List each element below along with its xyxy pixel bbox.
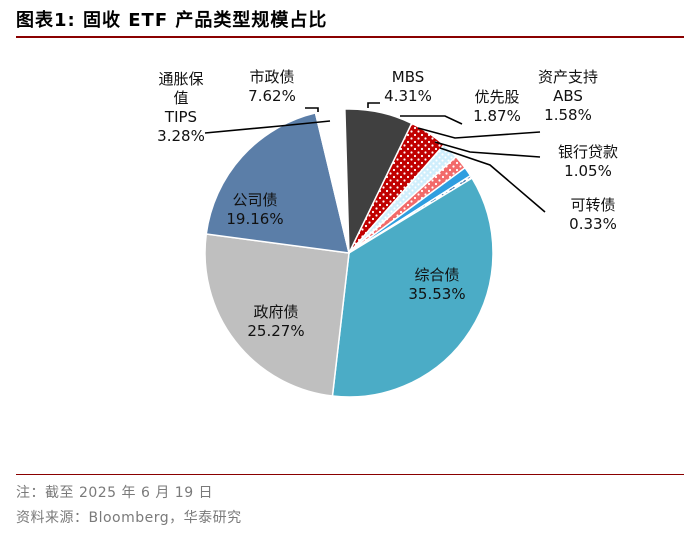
leader-line-8 [204,120,331,134]
data-label-7: 公司债 19.16% [226,191,283,228]
data-labels: MBS 4.31% 优先股 1.87% 资产支持 ABS 1.58% 银行贷款 1.05% 可转债… [157,68,618,340]
footnote: 注：截至 2025 年 6 月 19 日 [16,485,214,501]
pie-slice-7 [205,112,350,254]
leader-line-0 [367,102,380,108]
leader-line-9 [305,107,319,112]
pie-slice-9 [344,108,413,254]
data-label-8: 通胀保值 TIPS 3.28% [157,70,205,145]
leader-line-4 [439,147,546,213]
pie-slice-6 [204,233,350,397]
data-label-1: 优先股 1.87% [473,88,521,125]
pie-slice-pattern-0 [349,123,445,253]
pie-slice-5 [331,177,494,398]
source-note: 资料来源：Bloomberg，华泰研究 [16,510,242,526]
data-label-2: 资产支持 ABS 1.58% [538,68,598,124]
pie-slice-pattern-2 [349,156,466,253]
pie-slices [204,108,494,398]
footer-divider [16,474,684,475]
data-label-6: 政府债 25.27% [247,303,304,340]
data-label-4: 可转债 0.33% [569,196,617,233]
leader-line-1 [400,115,463,125]
leader-line-3 [434,141,541,158]
data-label-9: 市政债 7.62% [248,68,296,105]
title-divider [16,36,684,38]
chart-title: 图表1: 固收 ETF 产品类型规模占比 [16,10,328,31]
data-label-3: 银行贷款 1.05% [558,143,618,180]
data-label-0: MBS 4.31% [384,68,432,105]
leader-lines [204,102,546,213]
leader-line-2 [417,127,541,139]
data-label-5: 综合债 35.53% [408,266,465,303]
